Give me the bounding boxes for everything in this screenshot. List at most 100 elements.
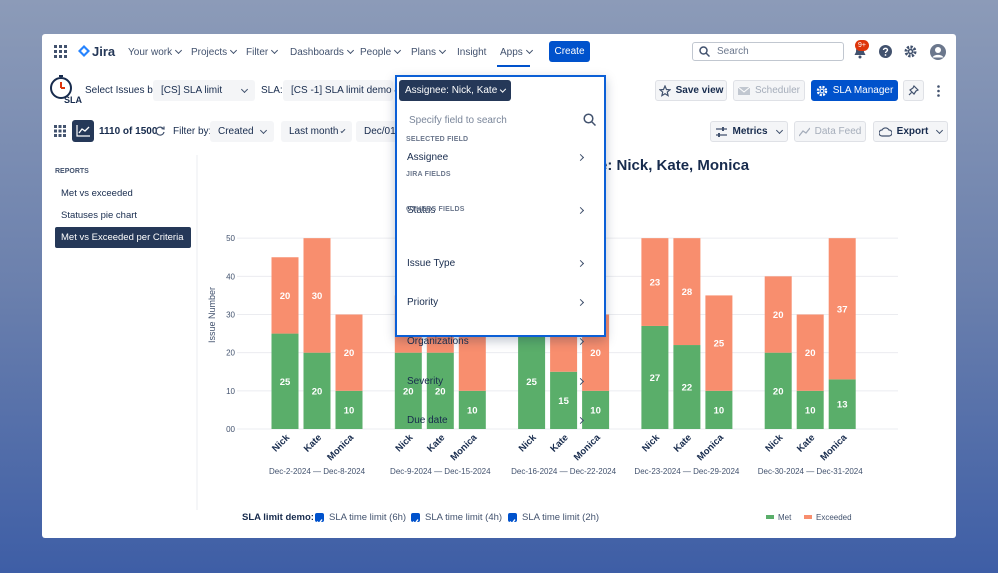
- sla-manager-button[interactable]: SLA Manager: [811, 80, 898, 101]
- data-feed-button[interactable]: Data Feed: [794, 121, 866, 142]
- x-tick-label: Kate: [302, 432, 324, 454]
- settings-icon[interactable]: [904, 45, 917, 58]
- nav-label: Filter: [246, 46, 269, 58]
- x-tick-label: Kate: [425, 432, 447, 454]
- date-input[interactable]: Dec/01/2: [356, 121, 406, 142]
- button-label: Save view: [675, 85, 724, 96]
- data-label: 15: [558, 396, 569, 407]
- date-value: Dec/01/2: [364, 126, 405, 137]
- nav-item[interactable]: Insight: [457, 46, 486, 58]
- app-switcher[interactable]: [54, 45, 67, 58]
- sla-label: SLA:: [261, 85, 283, 96]
- grid-view-button[interactable]: [50, 121, 70, 141]
- avatar[interactable]: [930, 44, 946, 60]
- data-label: 20: [590, 348, 601, 359]
- field-option[interactable]: Due date: [407, 411, 597, 429]
- button-label: Scheduler: [754, 85, 801, 96]
- jira-logo[interactable]: Jira: [92, 44, 116, 59]
- bar-segment: [271, 333, 299, 429]
- field-option[interactable]: Status: [407, 201, 597, 219]
- bar-segment: [705, 295, 733, 391]
- bar-segment: [582, 390, 610, 429]
- issue-count: 1110 of 1500: [99, 126, 158, 137]
- nav-item[interactable]: People: [360, 46, 402, 58]
- y-axis-label: Issue Number: [207, 287, 217, 343]
- criteria-button[interactable]: Assignee: Nick, Kate: [399, 80, 511, 101]
- field-option[interactable]: Organizations: [407, 333, 597, 351]
- x-tick-label: Nick: [270, 432, 292, 454]
- chart-view-button[interactable]: [72, 120, 94, 142]
- field-option[interactable]: Issue Type: [407, 254, 597, 272]
- more-icon: [936, 84, 940, 97]
- x-tick-label: Kate: [672, 432, 694, 454]
- data-label: 22: [682, 383, 693, 394]
- cloud-icon: [878, 126, 892, 137]
- data-label: 13: [837, 400, 848, 411]
- bar-segment: [705, 390, 733, 429]
- data-label: 10: [714, 405, 725, 416]
- data-label: 10: [467, 405, 478, 416]
- checkbox-label: SLA time limit (2h): [522, 512, 600, 523]
- x-tick-label: Monica: [695, 432, 726, 463]
- group-label: Dec-2-2024 — Dec-8-2024: [269, 467, 366, 476]
- scheduler-button[interactable]: Scheduler: [733, 80, 805, 101]
- create-button[interactable]: Create: [549, 41, 590, 62]
- bar-segment: [796, 314, 824, 391]
- checkbox[interactable]: [508, 513, 517, 525]
- sidebar-item[interactable]: Met vs exceeded: [61, 188, 133, 199]
- period-select[interactable]: Last month: [281, 121, 352, 142]
- pin-button[interactable]: [903, 80, 924, 101]
- field-option[interactable]: Priority: [407, 294, 597, 312]
- issues-select[interactable]: [CS] SLA limit: [153, 80, 255, 101]
- nav-label: Plans: [411, 46, 437, 58]
- search-input[interactable]: Search: [692, 42, 844, 61]
- nav-item[interactable]: Your work: [128, 46, 183, 58]
- nav-item[interactable]: Apps: [500, 46, 533, 58]
- y-tick-label: 40: [226, 272, 235, 281]
- bar-segment: [828, 379, 856, 429]
- bar-segment: [518, 333, 546, 429]
- bar-segment: [828, 238, 856, 380]
- checkbox[interactable]: [315, 513, 324, 525]
- field-select[interactable]: Created: [210, 121, 274, 142]
- legend-swatch: [766, 515, 774, 519]
- sla-select[interactable]: [CS -1] SLA limit demo: [283, 80, 399, 101]
- nav-item[interactable]: Projects: [191, 46, 238, 58]
- notification-badge: 9+: [855, 40, 869, 51]
- bar-segment: [764, 352, 792, 429]
- section-heading: SELECTED FIELD: [406, 136, 469, 143]
- mail-icon: [737, 86, 750, 95]
- field-search[interactable]: Specify field to search: [409, 114, 507, 126]
- data-label: 20: [280, 291, 291, 302]
- more-button[interactable]: [928, 80, 948, 101]
- sidebar-item[interactable]: Statuses pie chart: [61, 210, 138, 221]
- option-label: Due date: [407, 414, 448, 426]
- nav-item[interactable]: Dashboards: [290, 46, 354, 58]
- nav-item[interactable]: Plans: [411, 46, 447, 58]
- metrics-button[interactable]: Metrics: [710, 121, 788, 142]
- sidebar-item[interactable]: Met vs Exceeded per Criteria: [55, 227, 191, 248]
- bar-segment: [641, 325, 669, 429]
- legend-label: Exceeded: [816, 513, 852, 522]
- bar-segment: [458, 390, 486, 429]
- export-button[interactable]: Export: [873, 121, 948, 142]
- save-view-button[interactable]: Save view: [655, 80, 727, 101]
- data-label: 20: [312, 386, 323, 397]
- nav-label: Your work: [128, 46, 173, 58]
- y-tick-label: 10: [226, 387, 235, 396]
- bar-segment: [673, 345, 701, 429]
- group-label: Dec-30-2024 — Dec-31-2024: [758, 467, 863, 476]
- nav-item[interactable]: Filter: [246, 46, 279, 58]
- refresh-icon[interactable]: [155, 126, 165, 136]
- button-label: Data Feed: [814, 126, 862, 137]
- option-label: Issue Type: [407, 257, 456, 269]
- field-option[interactable]: Severity: [407, 372, 597, 390]
- bar-segment: [303, 352, 331, 429]
- field-list: SELECTED FIELD Assignee JIRA FIELDS Status O…: [406, 136, 597, 426]
- field-option[interactable]: Assignee: [407, 148, 597, 166]
- help-icon[interactable]: [879, 45, 892, 58]
- nav-label: Dashboards: [290, 46, 344, 58]
- option-label: Organizations: [407, 336, 469, 348]
- checkbox[interactable]: [411, 513, 420, 525]
